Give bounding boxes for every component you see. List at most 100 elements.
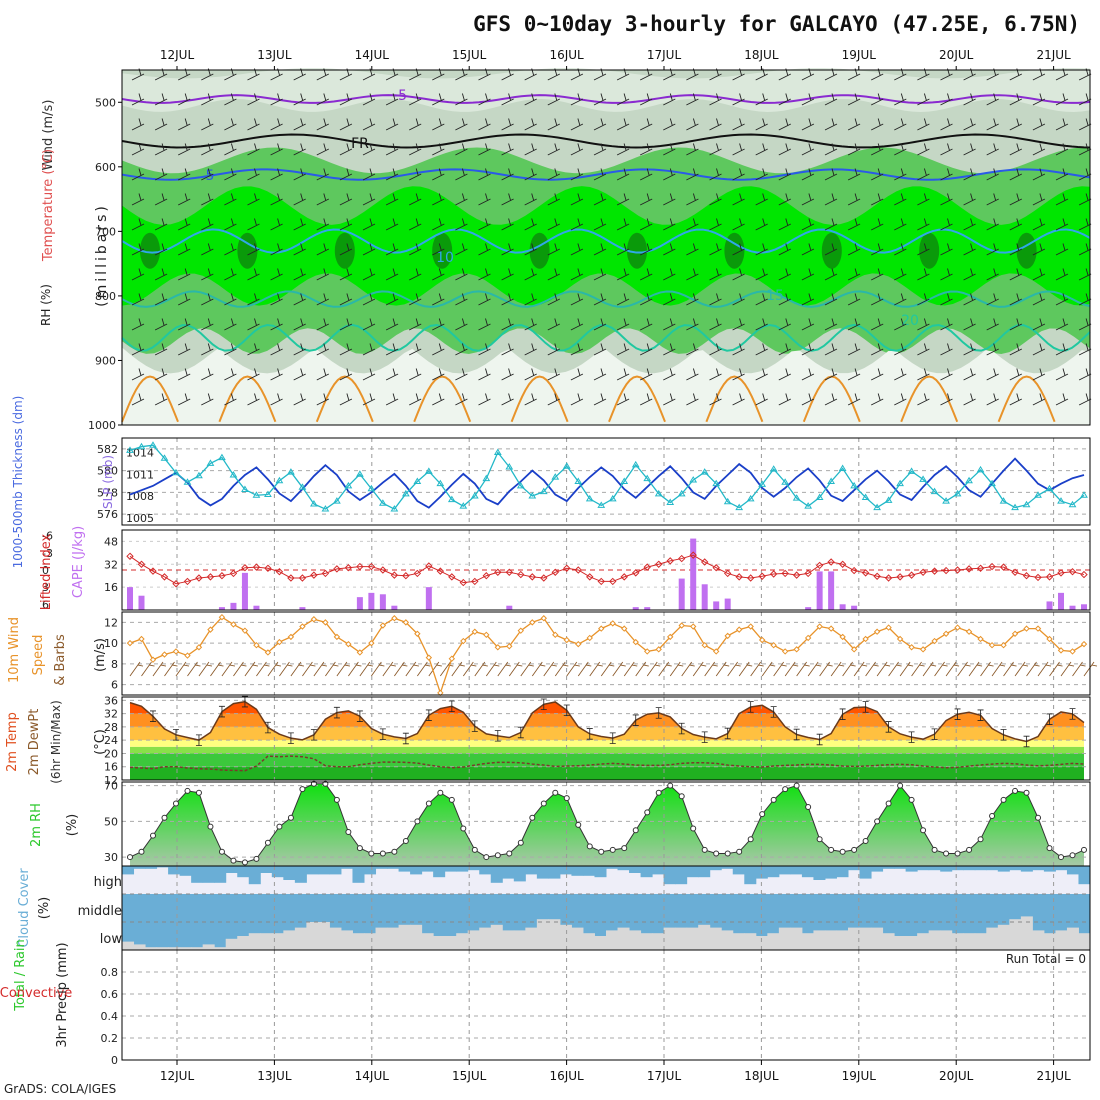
rh-point bbox=[529, 814, 536, 821]
rh-point bbox=[161, 814, 168, 821]
wind-barb bbox=[131, 393, 145, 406]
cloud-high-bar bbox=[652, 866, 665, 875]
axis-tick-label: 0.8 bbox=[101, 966, 119, 979]
wind-barb bbox=[894, 393, 907, 406]
wind-barb bbox=[224, 343, 237, 356]
precip-label-2: Convective bbox=[0, 986, 72, 1001]
wind-barb bbox=[986, 118, 999, 131]
cloud-high-bar bbox=[122, 866, 135, 875]
wind-barb bbox=[270, 243, 283, 256]
wind-barb bbox=[801, 393, 815, 406]
li-point bbox=[942, 566, 950, 575]
cloud-high-bar bbox=[928, 866, 941, 871]
slp-point bbox=[850, 481, 859, 489]
rh-point bbox=[345, 829, 352, 836]
date-label-bottom: 15JUL bbox=[452, 1069, 487, 1083]
rh-point bbox=[391, 848, 398, 855]
wind-barb-10m bbox=[911, 661, 925, 677]
minmax-bar bbox=[218, 705, 225, 718]
wind-barb bbox=[940, 268, 953, 281]
wind-barb bbox=[847, 93, 861, 106]
wind-barb bbox=[663, 193, 676, 206]
wind-barb bbox=[201, 193, 214, 206]
wind-barb bbox=[1078, 368, 1092, 381]
cloud-high-bar bbox=[364, 866, 377, 875]
rh-point bbox=[356, 845, 363, 852]
wind-barb bbox=[663, 318, 676, 331]
wind-barb-10m bbox=[658, 661, 672, 677]
li-point bbox=[884, 574, 893, 582]
li-point bbox=[907, 571, 916, 579]
minmax-bar bbox=[241, 695, 248, 708]
wind-barb bbox=[616, 368, 630, 381]
minmax-bar bbox=[195, 734, 202, 746]
wind-barb bbox=[778, 168, 792, 181]
wind-barb bbox=[755, 368, 768, 381]
cloud-low-bar bbox=[375, 927, 388, 950]
wind-barb bbox=[524, 318, 537, 331]
wind-barb-10m bbox=[853, 661, 868, 677]
cloud-high-bar bbox=[1055, 866, 1068, 871]
wind-barb bbox=[940, 343, 953, 356]
cloud-low-bar bbox=[536, 919, 549, 950]
wind-barb bbox=[847, 243, 861, 256]
li-point bbox=[792, 571, 801, 579]
cloud-high-bar bbox=[156, 866, 169, 868]
cloud-low-bar bbox=[317, 922, 330, 950]
wind-barb bbox=[639, 343, 653, 356]
wind-barb bbox=[408, 293, 422, 306]
contour-20 bbox=[121, 323, 1091, 352]
minmax-bar bbox=[724, 727, 731, 740]
lifted-index-cape-panel: -6 -3 0 3 6 16 32 48 bbox=[42, 530, 1090, 611]
li-point bbox=[700, 558, 709, 566]
minmax-bar bbox=[609, 732, 616, 744]
wind-barb bbox=[293, 168, 306, 181]
wind-point bbox=[517, 627, 525, 634]
li-point bbox=[356, 562, 364, 571]
wind-barb-10m bbox=[727, 661, 741, 677]
rh2m-panel: 30 50 70 bbox=[104, 780, 1090, 866]
slp-point bbox=[838, 464, 847, 471]
date-label-top: 16JUL bbox=[549, 48, 584, 62]
cloud-low-bar bbox=[387, 927, 400, 950]
minmax-bar bbox=[494, 730, 501, 742]
wind-barb-10m bbox=[945, 661, 960, 677]
wind-point bbox=[931, 637, 938, 645]
cloud-low-bar bbox=[271, 933, 284, 950]
li-point bbox=[999, 563, 1008, 571]
wind-barb bbox=[616, 118, 630, 131]
wind-point bbox=[506, 643, 513, 650]
wind-barb bbox=[570, 293, 584, 306]
rh-point bbox=[862, 837, 869, 844]
wind-barb bbox=[778, 193, 792, 206]
li-point bbox=[367, 562, 376, 571]
date-label-bottom: 17JUL bbox=[647, 1069, 682, 1083]
wind-point bbox=[379, 622, 387, 629]
cloud-high-bar bbox=[1009, 866, 1022, 871]
wind-barb bbox=[524, 143, 537, 156]
wind-barb bbox=[847, 318, 861, 331]
wind-barb bbox=[385, 243, 399, 256]
wind-barb bbox=[247, 268, 260, 281]
slp-tick-label: 1011 bbox=[126, 468, 154, 481]
li-point bbox=[919, 568, 927, 576]
li-point bbox=[206, 573, 215, 581]
rh-point bbox=[402, 837, 409, 844]
wind-barb bbox=[709, 218, 722, 231]
wind-barb-10m bbox=[1003, 661, 1017, 677]
wind-barb bbox=[154, 118, 168, 131]
wind-point bbox=[827, 625, 835, 632]
cape-bar bbox=[805, 607, 812, 610]
wind-barb bbox=[801, 118, 815, 131]
minmax-bar bbox=[517, 726, 524, 739]
wind-barb bbox=[732, 93, 745, 106]
wind-point bbox=[896, 635, 904, 643]
slp-point bbox=[126, 446, 134, 453]
wind-barb bbox=[408, 193, 422, 206]
slp-point bbox=[907, 467, 916, 474]
wind-barb bbox=[801, 243, 815, 256]
date-label-top: 20JUL bbox=[939, 48, 974, 62]
wind-barb bbox=[1009, 343, 1023, 356]
rh-point bbox=[632, 827, 639, 834]
wind-barb bbox=[824, 268, 838, 281]
